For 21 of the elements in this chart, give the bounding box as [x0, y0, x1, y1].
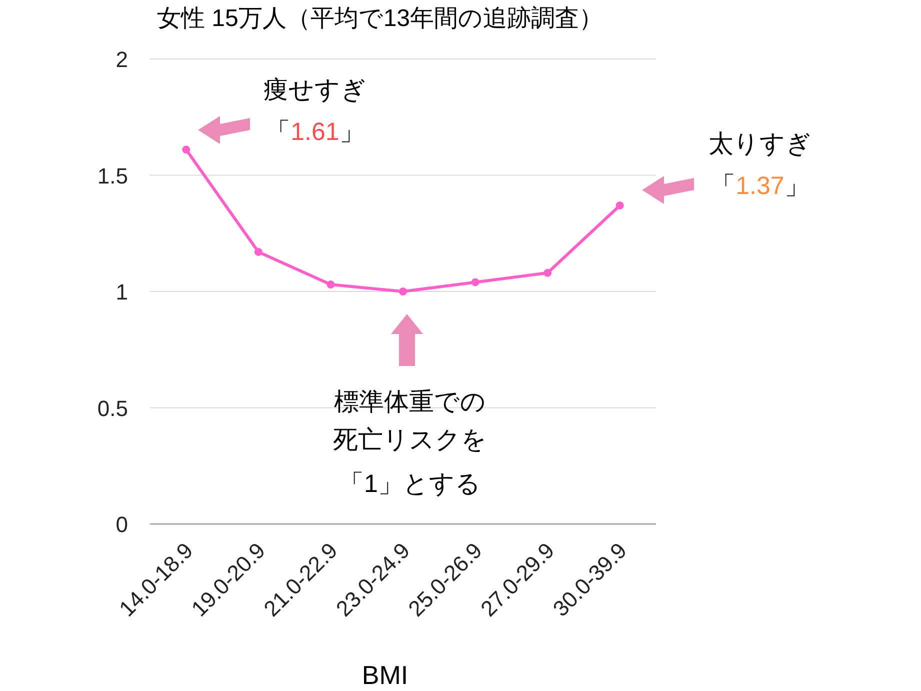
point — [471, 278, 480, 286]
text: 「1.37」 — [710, 172, 810, 200]
point — [182, 146, 190, 154]
annotation: 標準体重での — [334, 388, 486, 416]
chart-title: 女性 15万人（平均で13年間の追跡調査） — [156, 5, 604, 32]
point — [326, 280, 335, 289]
y-tick-label: 2 — [116, 47, 128, 72]
x-axis-title: BMI — [362, 660, 408, 690]
text: 太りすぎ — [708, 130, 812, 158]
point — [544, 268, 552, 277]
point — [399, 288, 407, 296]
annotation: 「1」とする — [339, 470, 481, 498]
annotation: 「1.61」 — [266, 118, 364, 146]
annotation: 死亡リスクを — [333, 426, 487, 454]
annotation: 痩せすぎ — [264, 76, 366, 104]
point — [616, 201, 624, 210]
y-tick-label: 1.5 — [97, 163, 128, 188]
y-tick-label: 1 — [116, 280, 128, 304]
y-tick-label: 0 — [116, 512, 128, 537]
point — [254, 248, 262, 256]
y-tick-label: 0.5 — [97, 396, 128, 421]
